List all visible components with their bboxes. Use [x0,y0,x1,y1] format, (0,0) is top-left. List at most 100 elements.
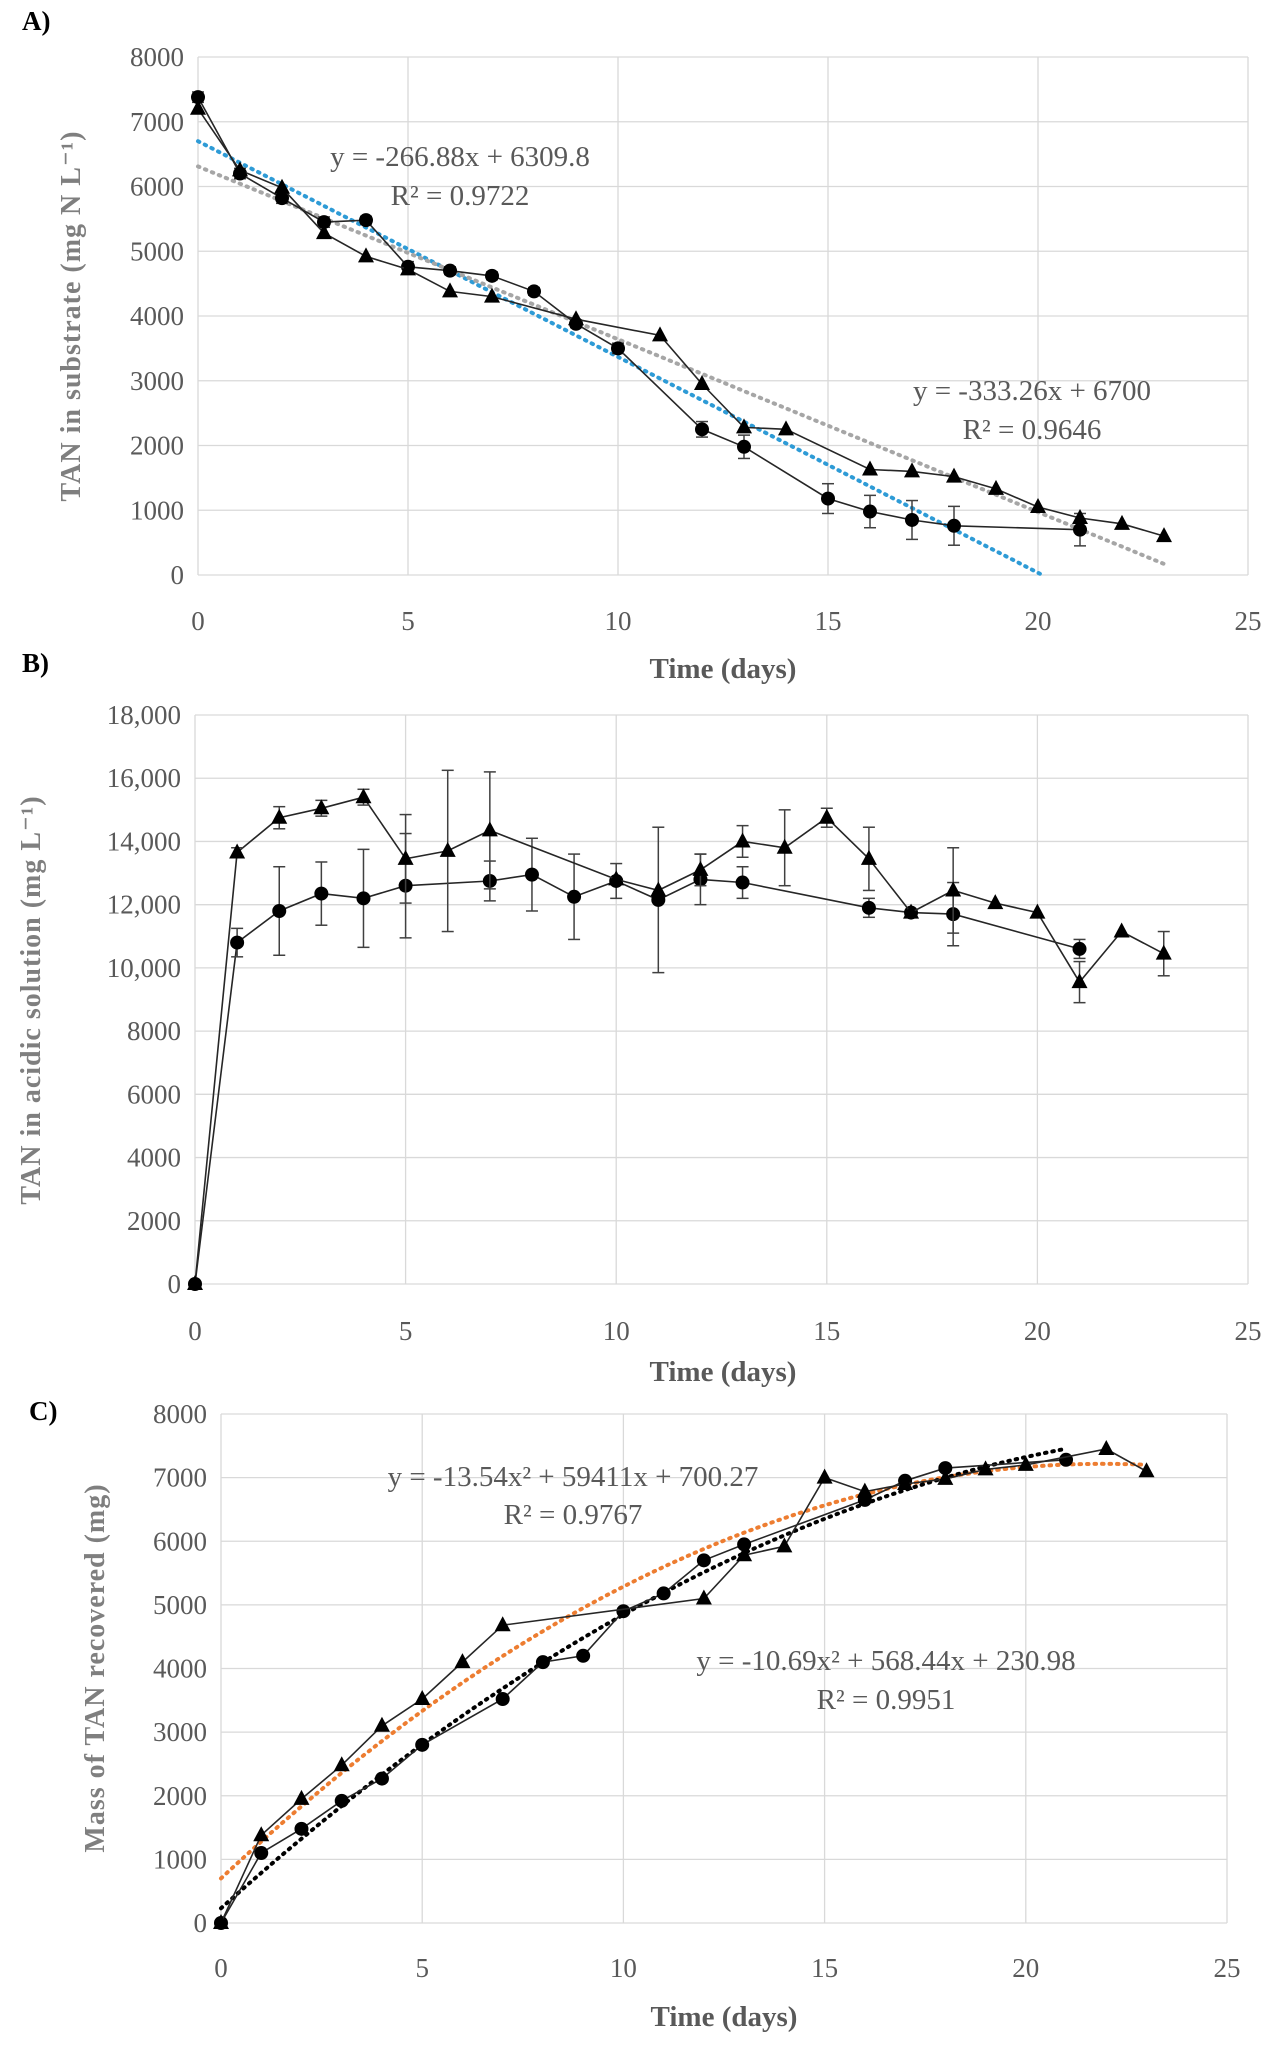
data-point-triangle [776,838,793,854]
trendline [219,1446,1068,1911]
data-point-triangle [358,247,374,263]
data-point-triangle [816,1468,833,1484]
data-point-triangle [1114,514,1130,530]
y-tick-label: 0 [194,1908,208,1938]
y-tick-label: 2000 [127,1206,181,1236]
data-point-circle [314,886,329,901]
data-point-triangle [397,849,414,865]
panel-label: C) [29,1396,58,1426]
y-tick-label: 8000 [130,42,184,72]
y-tick-label: 7000 [153,1463,207,1493]
series-line-triangles [220,1448,1147,1924]
data-point-triangle [484,287,500,303]
y-tick-label: 3000 [130,366,184,396]
data-point-triangle [442,282,458,298]
data-point-triangle [1017,1455,1034,1471]
data-point-circle [191,90,205,105]
data-point-circle [737,439,751,454]
data-point-triangle [1138,1462,1155,1478]
data-point-circle [905,512,919,527]
data-point-triangle [897,1474,914,1490]
panel-a: 0 1000 2000 3000 4000 5000 6000 7000 8000 0 5 10 15 2… [22,6,1262,685]
data-point-triangle [1098,1439,1115,1455]
data-point-circle [821,491,835,506]
panel-label: B) [22,648,49,678]
y-tick-label: 2000 [130,431,184,461]
trendline-equation: y = -333.26x + 6700 [913,375,1151,407]
series-line-circles [194,873,1080,1285]
data-point-circle [415,1737,430,1752]
x-tick-label: 25 [1214,1953,1241,1983]
x-tick-label: 15 [815,606,842,636]
x-tick-label: 5 [399,1316,413,1346]
data-point-circle [611,341,625,356]
y-tick-label: 8000 [127,1016,181,1046]
data-point-circle [485,268,499,283]
x-tick-label: 0 [214,1953,228,1983]
data-point-circle [254,1846,269,1861]
x-tick-label: 0 [191,606,205,636]
y-axis-label: Mass of TAN recovered (mg) [80,1483,111,1852]
data-point-triangle [945,881,962,897]
data-point-circle [1059,1452,1074,1467]
y-tick-label: 12,000 [107,890,181,920]
data-point-circle [737,1537,752,1552]
data-point-triangle [274,178,290,194]
data-point-circle [938,1461,953,1476]
data-point-circle [359,213,373,228]
trendline [196,139,1045,577]
y-tick-label: 4000 [127,1143,181,1173]
x-tick-label: 5 [415,1953,429,1983]
data-point-circle [334,1793,349,1808]
data-point-circle [294,1821,309,1836]
series-line-circles [197,96,1081,531]
trendline-r2: R² = 0.9646 [963,414,1102,446]
panel-b: 0 2000 4000 6000 8000 10,000 12,000 14,000 16,00… [16,648,1262,1388]
x-tick-label: 25 [1235,606,1262,636]
data-point-triangle [333,1756,350,1772]
data-point-triangle [692,860,709,876]
data-point-triangle [439,841,456,857]
data-point-triangle [229,843,246,859]
data-point-circle [443,263,457,278]
y-tick-label: 6000 [127,1079,181,1109]
data-point-circle [524,867,539,882]
y-axis-label: TAN in substrate (mg N L⁻¹) [56,131,87,502]
data-point-triangle [253,1826,270,1842]
data-point-triangle [736,418,752,434]
trendline [219,1461,1149,1881]
x-tick-label: 0 [188,1316,202,1346]
data-point-circle [576,1648,591,1663]
data-point-circle [735,875,750,890]
x-tick-label: 10 [605,606,632,636]
y-tick-label: 5000 [130,236,184,266]
data-point-triangle [977,1460,994,1476]
y-tick-label: 16,000 [107,763,181,793]
data-point-circle [272,903,287,918]
x-tick-label: 20 [1025,606,1052,636]
data-point-triangle [1030,498,1046,514]
y-tick-label: 2000 [153,1781,207,1811]
data-point-triangle [988,479,1004,495]
data-point-triangle [695,1589,712,1605]
y-tick-label: 0 [171,560,185,590]
data-point-triangle [355,788,372,804]
data-point-circle [374,1771,389,1786]
y-tick-label: 1000 [130,495,184,525]
y-tick-label: 6000 [130,172,184,202]
data-point-circle [230,935,245,950]
data-point-triangle [494,1616,511,1632]
y-tick-label: 4000 [153,1654,207,1684]
trendline [196,164,1166,566]
trendline-r2: R² = 0.9767 [504,1499,643,1531]
data-point-triangle [694,374,710,390]
data-point-triangle [862,460,878,476]
data-point-circle [317,215,331,230]
data-point-triangle [736,1546,753,1562]
data-point-circle [861,900,876,915]
x-tick-label: 25 [1235,1316,1262,1346]
trendline-equation: y = -266.88x + 6309.8 [330,141,590,173]
data-point-triangle [293,1789,310,1805]
y-tick-label: 3000 [153,1717,207,1747]
